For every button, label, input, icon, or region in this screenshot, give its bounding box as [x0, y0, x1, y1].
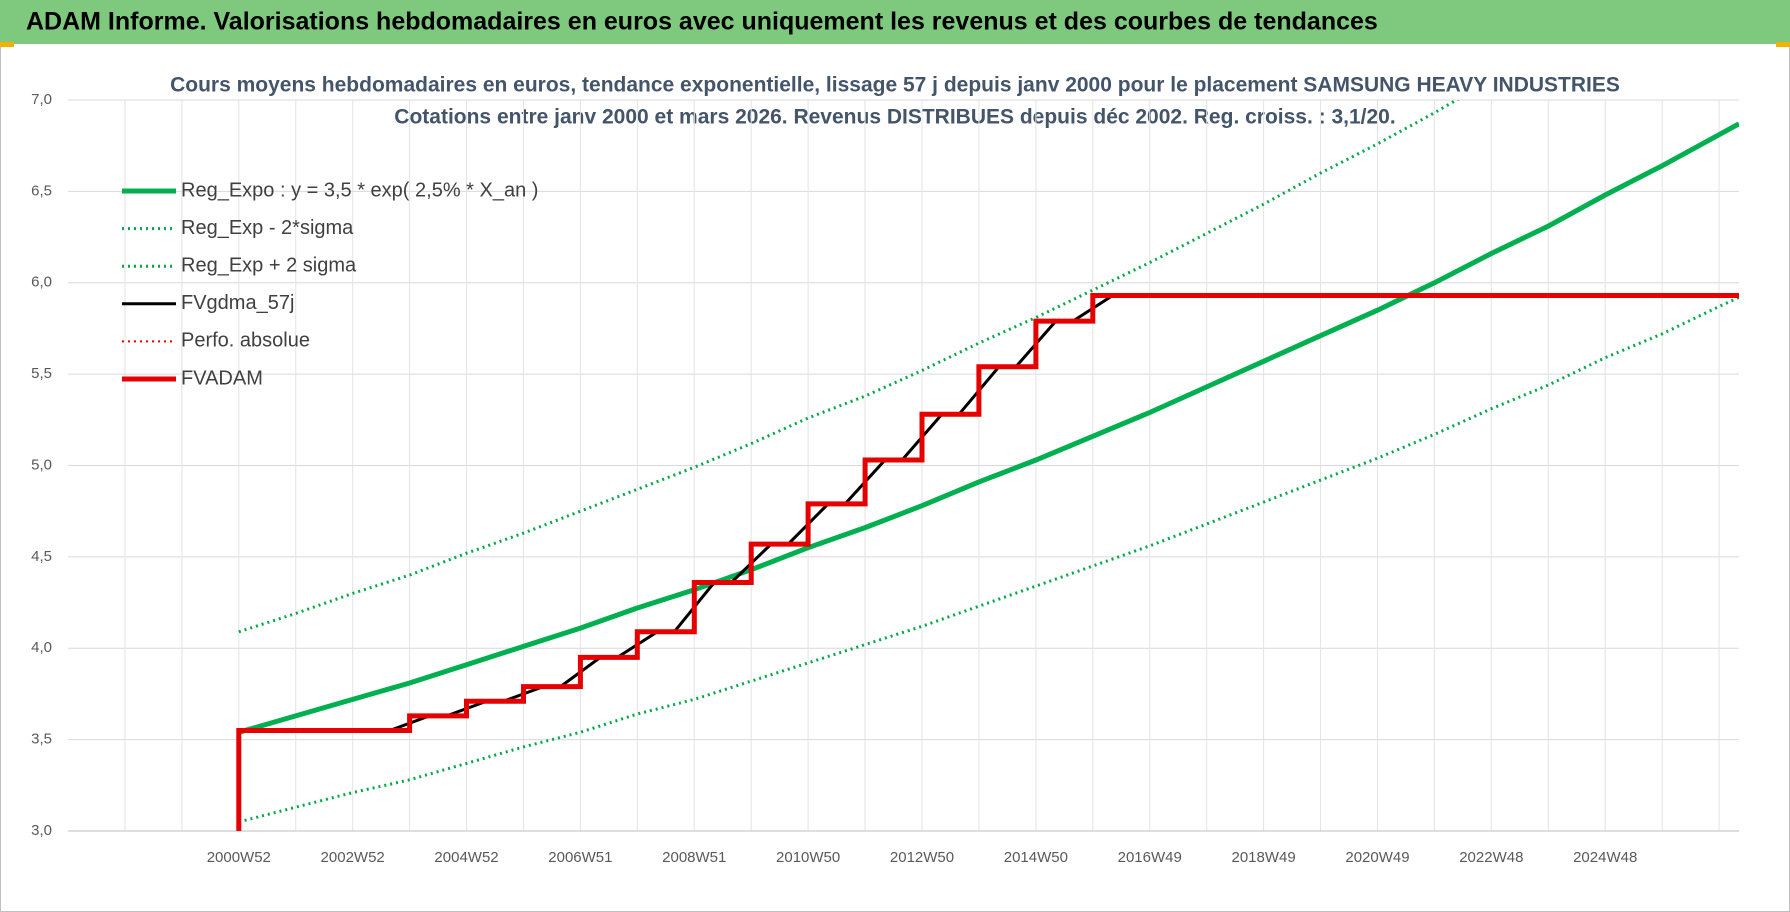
x-tick-label: 2016W49	[1118, 849, 1182, 866]
x-tick-label: 2004W52	[434, 849, 498, 866]
header-bar	[0, 0, 1790, 44]
y-tick-label: 6,5	[31, 182, 52, 199]
chart-subtitle: Cotations entre janv 2000 et mars 2026. …	[394, 106, 1395, 129]
legend-label: Reg_Exp + 2 sigma	[181, 254, 357, 276]
x-tick-label: 2018W49	[1231, 849, 1295, 866]
legend-label: FVADAM	[181, 367, 263, 389]
series-line	[236, 293, 1739, 831]
corner	[1776, 42, 1790, 47]
y-tick-label: 3,0	[31, 822, 52, 839]
x-tick-label: 2002W52	[321, 849, 385, 866]
x-tick-label: 2014W50	[1004, 849, 1068, 866]
legend-label: FVgdma_57j	[181, 292, 294, 314]
y-tick-label: 7,0	[31, 91, 52, 108]
y-tick-label: 4,5	[31, 548, 52, 565]
x-tick-label: 2024W48	[1573, 849, 1637, 866]
y-tick-label: 3,5	[31, 731, 52, 748]
y-tick-label: 4,0	[31, 639, 52, 656]
series-line	[238, 121, 1739, 735]
legend-label: Reg_Expo : y = 3,5 * exp( 2,5% * X_an )	[181, 179, 538, 201]
x-tick-label: 2012W50	[890, 849, 954, 866]
y-tick-label: 5,0	[31, 456, 52, 473]
series-line	[238, 296, 1739, 824]
x-tick-label: 2022W48	[1459, 849, 1523, 866]
y-tick-label: 6,0	[31, 274, 52, 291]
header-title: ADAM Informe. Valorisations hebdomadaire…	[26, 8, 1378, 36]
x-tick-label: 2000W52	[207, 849, 271, 866]
corner	[0, 42, 14, 47]
x-tick-label: 2006W51	[548, 849, 612, 866]
x-tick-label: 2020W49	[1345, 849, 1409, 866]
x-tick-label: 2010W50	[776, 849, 840, 866]
series-line	[238, 100, 1460, 634]
x-tick-label: 2008W51	[662, 849, 726, 866]
y-tick-label: 5,5	[31, 365, 52, 382]
legend-label: Reg_Exp - 2*sigma	[181, 217, 354, 239]
legend-label: Perfo. absolue	[181, 330, 310, 352]
chart-title: Cours moyens hebdomadaires en euros, ten…	[170, 74, 1620, 97]
